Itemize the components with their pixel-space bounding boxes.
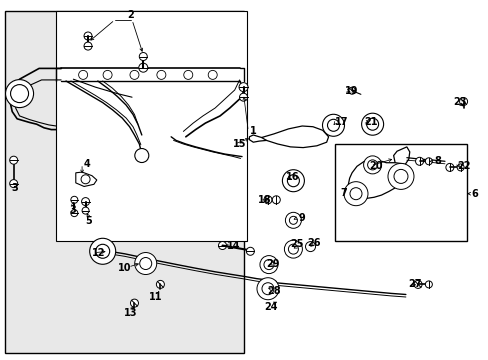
Circle shape	[71, 196, 78, 203]
Text: 22: 22	[456, 161, 469, 171]
Text: 8: 8	[433, 156, 440, 166]
Text: 28: 28	[266, 286, 280, 296]
Circle shape	[445, 163, 453, 171]
Circle shape	[288, 244, 298, 254]
Circle shape	[139, 63, 147, 72]
Circle shape	[272, 196, 280, 204]
Circle shape	[415, 157, 423, 165]
Circle shape	[135, 149, 148, 162]
Text: 4: 4	[83, 159, 90, 169]
Text: 21: 21	[363, 117, 377, 127]
Circle shape	[135, 252, 156, 275]
Circle shape	[363, 156, 381, 174]
Circle shape	[139, 53, 147, 60]
Circle shape	[425, 281, 431, 288]
Text: 26: 26	[306, 238, 320, 248]
Text: 25: 25	[290, 239, 304, 249]
Circle shape	[327, 119, 339, 131]
Circle shape	[79, 71, 87, 79]
Circle shape	[84, 42, 92, 50]
Circle shape	[282, 170, 304, 192]
Text: 6: 6	[470, 189, 477, 199]
Text: 17: 17	[334, 117, 347, 127]
Circle shape	[81, 198, 89, 206]
Circle shape	[361, 113, 383, 135]
Circle shape	[343, 182, 367, 206]
Circle shape	[157, 71, 165, 79]
Text: 14: 14	[226, 240, 240, 251]
Text: 7: 7	[339, 188, 346, 198]
Circle shape	[11, 85, 28, 103]
Circle shape	[130, 299, 138, 307]
Text: 5: 5	[85, 216, 92, 226]
Circle shape	[10, 180, 18, 188]
Circle shape	[264, 196, 271, 204]
Circle shape	[239, 83, 247, 91]
Circle shape	[103, 71, 112, 79]
Circle shape	[285, 212, 301, 228]
Text: 24: 24	[264, 302, 278, 312]
Circle shape	[264, 260, 273, 270]
Text: 23: 23	[452, 96, 466, 107]
Circle shape	[89, 238, 116, 264]
Circle shape	[218, 242, 226, 249]
Circle shape	[208, 71, 217, 79]
Text: 12: 12	[92, 248, 105, 258]
Circle shape	[387, 163, 413, 189]
Circle shape	[413, 280, 421, 288]
Polygon shape	[347, 159, 411, 199]
Circle shape	[456, 164, 463, 171]
Circle shape	[10, 156, 18, 164]
Polygon shape	[261, 126, 328, 148]
Text: 3: 3	[11, 183, 18, 193]
Text: 20: 20	[368, 161, 382, 171]
Circle shape	[5, 80, 34, 108]
Circle shape	[366, 118, 378, 130]
Text: 16: 16	[285, 172, 299, 182]
Bar	[334, 144, 466, 241]
Text: 13: 13	[124, 308, 138, 318]
Circle shape	[140, 257, 151, 270]
Circle shape	[262, 283, 273, 295]
Circle shape	[305, 242, 315, 252]
Circle shape	[81, 175, 90, 184]
Circle shape	[246, 247, 254, 255]
Circle shape	[71, 210, 78, 217]
Circle shape	[260, 256, 277, 274]
Circle shape	[84, 32, 92, 40]
Text: 27: 27	[407, 279, 421, 289]
Circle shape	[459, 98, 467, 105]
Text: 10: 10	[118, 263, 131, 273]
Circle shape	[130, 71, 139, 79]
Circle shape	[82, 207, 89, 214]
Circle shape	[183, 71, 192, 79]
Circle shape	[348, 87, 355, 94]
Bar	[5, 11, 244, 353]
Text: 1: 1	[249, 126, 256, 136]
Text: 18: 18	[258, 195, 271, 205]
Circle shape	[257, 278, 278, 300]
Circle shape	[322, 114, 344, 136]
Circle shape	[367, 160, 377, 170]
Circle shape	[349, 188, 361, 200]
Circle shape	[96, 244, 109, 258]
Text: 11: 11	[148, 292, 162, 302]
Circle shape	[284, 240, 302, 258]
Text: 19: 19	[345, 86, 358, 96]
Text: 2: 2	[127, 10, 134, 20]
Circle shape	[289, 216, 297, 224]
Bar	[56, 11, 246, 241]
Circle shape	[393, 170, 407, 183]
Text: 15: 15	[232, 139, 246, 149]
Circle shape	[425, 158, 431, 165]
Circle shape	[287, 175, 299, 187]
Text: 9: 9	[298, 213, 305, 223]
Text: 29: 29	[265, 258, 279, 269]
Polygon shape	[393, 147, 409, 166]
Text: 3: 3	[69, 204, 76, 215]
Circle shape	[156, 280, 164, 288]
Polygon shape	[76, 172, 97, 186]
Circle shape	[239, 93, 247, 101]
